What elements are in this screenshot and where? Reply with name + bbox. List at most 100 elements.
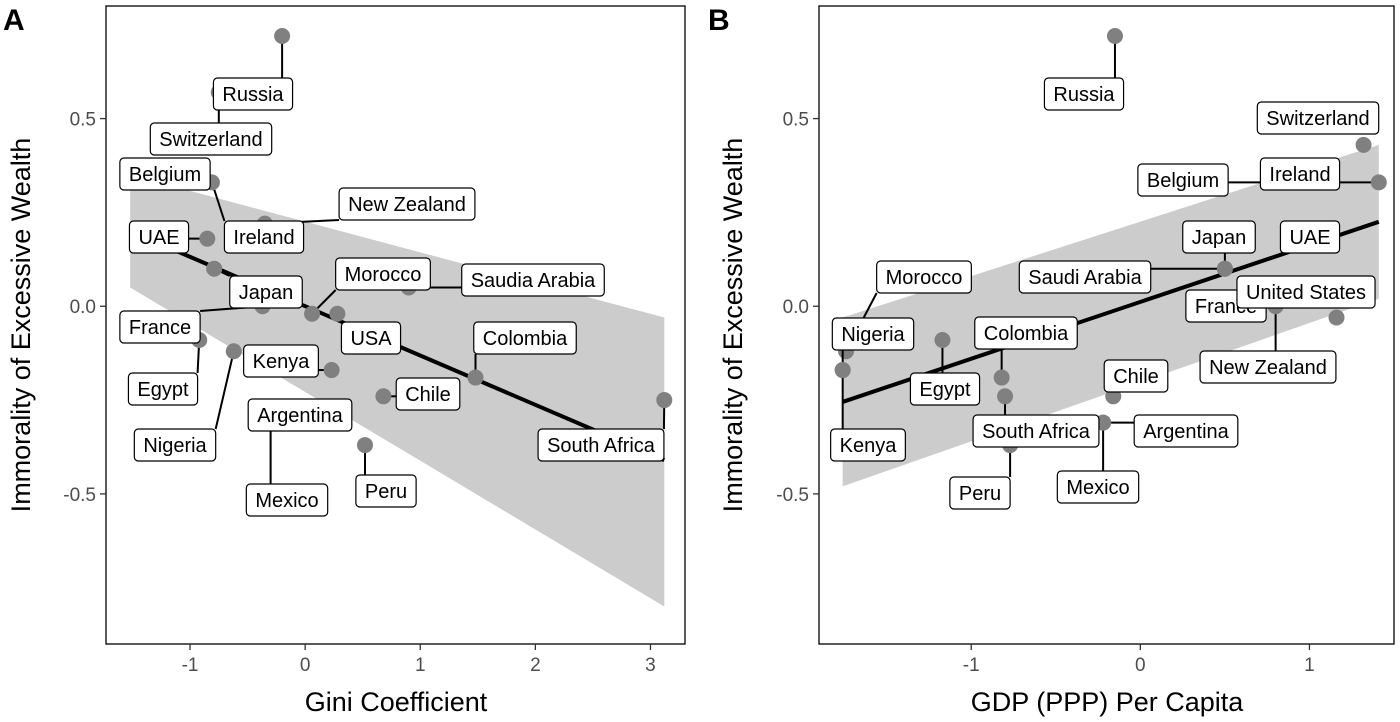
panel-b-label-mexico: Mexico [1066,477,1129,499]
panel-a-label-box-new-zealand [338,187,476,221]
panel-b-x-tick-label: 0 [1135,655,1146,676]
panel-a-letter: A [3,4,25,37]
panel-a-label-mexico: Mexico [255,490,318,512]
panel-b-label-box-chile [1103,359,1169,393]
panel-a-point-russia [274,28,291,45]
panel-b-label-new-zealand: New Zealand [1209,357,1327,379]
panel-b-label-box-egypt [909,372,981,406]
panel-a-label-ireland: Ireland [233,227,294,249]
panel-a-leader-nigeria [214,351,235,430]
panel-b-label-box-saudi-arabia [1018,260,1152,294]
panel-b-label-box-russia [1043,77,1125,111]
panel-a-point-morocco [304,305,321,322]
panel-b-label-saudi-arabia: Saudi Arabia [1028,267,1142,289]
panel-b-x-tick-label: 1 [1304,655,1315,676]
panel-a-y-tick-label: 0.5 [70,110,96,131]
panel-b-label-box-kenya [830,428,906,462]
panel-b-label-japan: Japan [1192,227,1247,249]
panel-b-label-morocco: Morocco [886,267,963,289]
panel-a-x-tick-label: 1 [415,655,426,676]
panel-a-label-chile: Chile [405,384,451,406]
panel-b-label-box-south-africa [972,414,1100,448]
panel-b-label-egypt: Egypt [919,379,971,401]
panel-a-label-belgium: Belgium [129,164,201,186]
panel-b-point-egypt [934,332,951,349]
panel-a-label-box-belgium [119,157,211,191]
panel-a-label-box-mexico [245,483,329,517]
panel-a-label-box-peru [355,474,417,508]
panel-a-label-egypt: Egypt [137,379,189,401]
panel-a-point-chile [375,388,392,405]
panel-a-label-box-chile [395,377,461,411]
panel-a-label-box-usa [340,321,402,355]
panel-a-label-box-saudia-arabia [461,263,605,297]
panel-a-label-switzerland: Switzerland [159,129,262,151]
panel-a-label-box-morocco [335,257,431,291]
panel-b-label-box-mexico [1056,470,1140,504]
panel-a-y-tick-label: -0.5 [63,485,96,506]
panel-b-label-box-peru [949,476,1011,510]
panel-b-label-box-switzerland [1256,101,1380,135]
panel-b-label-peru: Peru [959,483,1001,505]
panel-a-label-france: France [129,317,191,339]
panel-a-point-nigeria [225,343,242,360]
panel-b-label-box-new-zealand [1199,350,1337,384]
panel-b-point-saudi-arabia [1216,260,1233,277]
panel-b-label-box-united-states [1236,275,1376,309]
panel-b-y-tick-label: 0.5 [783,110,809,131]
panel-a-point-uae [199,230,216,247]
panel-a-y-axis-title: Immorality of Excessive Wealth [6,138,36,513]
panel-b-label-uae: UAE [1289,227,1330,249]
panel-b-label-kenya: Kenya [840,435,898,457]
panel-b-label-box-morocco [876,260,972,294]
panel-a-label-usa: USA [350,328,392,350]
panel-b-label-box-japan [1182,220,1256,254]
panel-b-label-box-argentina [1133,414,1239,448]
panel-b-y-tick-label: -0.5 [776,485,809,506]
panel-b-frame [818,5,1395,645]
panel-a-frame [105,5,686,645]
panel-a-label-new-zealand: New Zealand [348,194,466,216]
panel-b-point-colombia [993,369,1010,386]
panel-b-point-russia [1106,28,1123,45]
panel-a-label-box-egypt [127,372,199,406]
panel-b: B Russia Switzerland Ireland Belgium Japan UA… [708,4,1395,717]
panel-b-label-box-colombia [974,316,1078,350]
panel-b-confidence-band [842,144,1379,487]
panel-a-label-box-nigeria [133,428,217,462]
panel-b-label-chile: Chile [1113,366,1159,388]
panel-a-label-box-colombia [473,321,577,355]
panel-b-label-box-uae [1279,220,1341,254]
panel-a-label-box-ireland [223,220,305,254]
panel-a-point-kenya [323,362,340,379]
panel-a-label-colombia: Colombia [483,328,568,350]
panel-b-label-belgium: Belgium [1147,170,1219,192]
panel-b-point-ireland [1370,174,1387,191]
panel-a-label-kenya: Kenya [253,351,311,373]
panel-a-x-tick-label: 3 [645,655,656,676]
panel-b-y-axis-title: Immorality of Excessive Wealth [718,138,748,513]
panel-b-x-tick-label: -1 [963,655,980,676]
panel-a-x-axis-title: Gini Coefficient [305,687,488,717]
panel-a-label-box-kenya [243,344,319,378]
panel-a-label-nigeria: Nigeria [143,435,207,457]
panel-a-point-south-africa [656,392,673,409]
panel-b-x-axis-title: GDP (PPP) Per Capita [971,687,1245,717]
panel-a-label-box-south-africa [537,428,665,462]
panel-b-letter: B [708,4,730,37]
panel-a-label-box-russia [212,77,294,111]
panel-b-point-south-africa [997,388,1014,405]
panel-b-label-ireland: Ireland [1269,164,1330,186]
panel-b-label-box-nigeria [831,317,915,351]
panel-a: A Russia Switzerland Belgium Ireland New Zea… [3,4,686,717]
panel-b-label-box-ireland [1259,157,1341,191]
panel-b-label-box-belgium [1137,163,1229,197]
panel-a-label-morocco: Morocco [345,264,422,286]
panel-a-label-uae: UAE [138,227,179,249]
panel-a-y-tick-label: 0.0 [70,297,96,318]
panel-a-point-peru [356,437,373,454]
panel-b-label-russia: Russia [1053,84,1115,106]
panel-a-label-box-argentina [247,398,353,432]
panel-b-point-switzerland [1355,136,1372,153]
